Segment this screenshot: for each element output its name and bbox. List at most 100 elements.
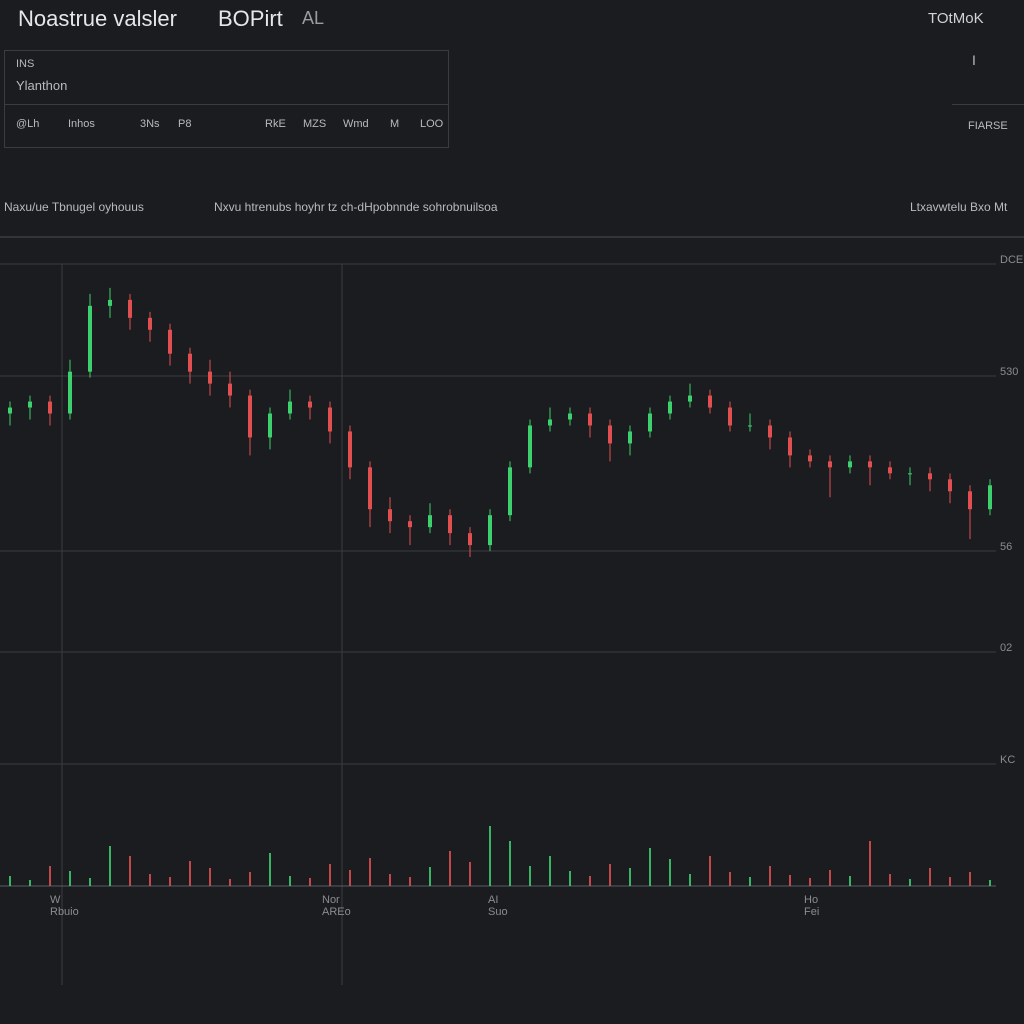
candle-body (788, 437, 792, 456)
candle-body (768, 425, 772, 438)
volume-bar (369, 858, 371, 886)
candle-body (908, 473, 912, 475)
divider (4, 104, 448, 105)
volume-bar (69, 871, 71, 886)
candle-body (48, 401, 52, 414)
candle-body (608, 425, 612, 444)
candle-body (728, 407, 732, 426)
price-label: DCE (1000, 254, 1023, 266)
candle-body (488, 515, 492, 546)
candle-body (548, 419, 552, 426)
candle-body (428, 515, 432, 528)
volume-bar (129, 856, 131, 886)
section-label: Naxu/ue Tbnugel oyhouus (4, 200, 144, 214)
info-field: M (390, 118, 400, 130)
volume-bar (489, 826, 491, 886)
volume-bar (929, 868, 931, 886)
info-line: INS (16, 58, 35, 70)
candle-body (268, 413, 272, 438)
volume-bar (609, 864, 611, 886)
candle-body (28, 401, 32, 408)
volume-bar (9, 876, 11, 886)
candle-body (8, 407, 12, 414)
volume-bar (629, 868, 631, 886)
info-field: 3Ns (140, 118, 160, 130)
candle-body (288, 401, 292, 414)
time-label: Rbuio (50, 906, 79, 918)
candle-body (128, 299, 132, 318)
info-field: @Lh (16, 118, 40, 130)
info-field: RkE (265, 118, 286, 130)
info-panel (4, 50, 449, 148)
candle-body (188, 353, 192, 372)
volume-bar (49, 866, 51, 886)
volume-bar (989, 880, 991, 886)
candle-body (248, 395, 252, 438)
candle-body (568, 413, 572, 420)
side-label: FIARSE (968, 120, 1008, 132)
candle-body (148, 317, 152, 330)
volume-bar (709, 856, 711, 886)
volume-bar (889, 874, 891, 886)
volume-bar (449, 851, 451, 886)
price-label: KC (1000, 754, 1015, 766)
candle-body (748, 425, 752, 427)
volume-bar (409, 877, 411, 886)
candle-body (68, 371, 72, 414)
price-label: 02 (1000, 642, 1012, 654)
candle-body (928, 473, 932, 480)
account[interactable]: TOtMoK (928, 10, 984, 27)
candle-body (808, 455, 812, 462)
candle-body (508, 467, 512, 516)
volume-bar (769, 866, 771, 886)
volume-bar (389, 874, 391, 886)
volume-bar (109, 846, 111, 886)
candle-body (228, 383, 232, 396)
side-icon[interactable]: I (972, 52, 976, 68)
volume-bar (289, 876, 291, 886)
volume-bar (909, 879, 911, 886)
price-label: 56 (1000, 541, 1012, 553)
volume-bar (569, 871, 571, 886)
info-field: Inhos (68, 118, 95, 130)
badge[interactable]: AL (302, 8, 325, 28)
volume-bar (669, 859, 671, 886)
candle-body (868, 461, 872, 468)
time-label: Ho (804, 894, 818, 906)
candle-body (168, 329, 172, 354)
candle-body (368, 467, 372, 510)
time-label: Nor (322, 894, 340, 906)
divider (952, 104, 1024, 105)
volume-bar (329, 864, 331, 886)
volume-bar (209, 868, 211, 886)
volume-bar (589, 876, 591, 886)
volume-bar (249, 872, 251, 886)
volume-bar (29, 880, 31, 886)
time-label: AREo (322, 906, 351, 918)
candle-body (688, 395, 692, 402)
volume-bar (689, 874, 691, 886)
app-subtitle: BOPirt (218, 6, 283, 31)
candle-body (468, 533, 472, 546)
candle-body (968, 491, 972, 510)
time-label: W (50, 894, 61, 906)
time-label: Suo (488, 906, 508, 918)
section-label: Nxvu htrenubs hoyhr tz ch-dHpobnnde sohr… (214, 200, 498, 214)
candle-body (108, 299, 112, 306)
info-field: P8 (178, 118, 192, 130)
volume-bar (349, 870, 351, 886)
candle-body (628, 431, 632, 444)
volume-bar (749, 877, 751, 886)
candle-body (668, 401, 672, 414)
info-field: MZS (303, 118, 327, 130)
app-title: Noastrue valsler (18, 6, 177, 31)
volume-bar (469, 862, 471, 886)
time-label: AI (488, 894, 498, 906)
candle-body (448, 515, 452, 534)
volume-bar (269, 853, 271, 886)
candle-body (88, 305, 92, 372)
time-label: Fei (804, 906, 819, 918)
volume-bar (789, 875, 791, 886)
